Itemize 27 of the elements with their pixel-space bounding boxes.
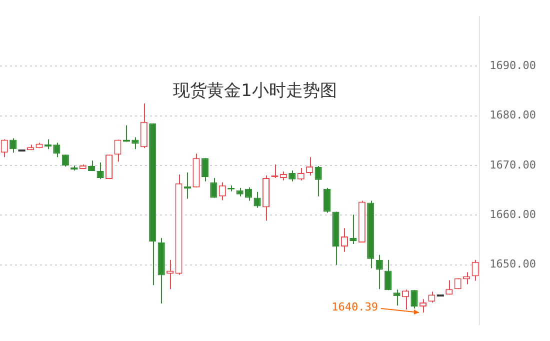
candlestick xyxy=(201,158,208,182)
y-tick-label: 1650.00 xyxy=(490,258,536,271)
candlestick xyxy=(254,191,261,208)
y-tick-label: 1660.00 xyxy=(490,208,536,222)
candlestick xyxy=(314,166,322,197)
text: 现货黄金1小时走势图 xyxy=(173,81,337,102)
candlestick xyxy=(132,136,139,150)
candlestick xyxy=(463,272,470,285)
candlestick xyxy=(393,289,400,306)
candlestick xyxy=(166,259,174,290)
candlestick xyxy=(384,259,392,291)
y-tick-label: 1670.00 xyxy=(490,158,536,172)
candlestick xyxy=(323,187,331,214)
candlestick xyxy=(350,214,357,244)
y-tick-label: 1690.00 xyxy=(490,59,536,72)
candlestick xyxy=(446,280,453,296)
candlestick xyxy=(410,290,418,310)
y-tick-label: 1680.00 xyxy=(490,108,536,122)
candlestick xyxy=(140,102,148,149)
candlestick xyxy=(210,177,218,198)
annotation: 1640.39 xyxy=(332,300,378,314)
candlestick xyxy=(419,298,426,314)
candlestick xyxy=(0,138,8,158)
candlestick xyxy=(114,139,122,162)
candlestick xyxy=(376,254,383,290)
candlestick xyxy=(472,259,479,282)
candlestick xyxy=(271,164,278,178)
